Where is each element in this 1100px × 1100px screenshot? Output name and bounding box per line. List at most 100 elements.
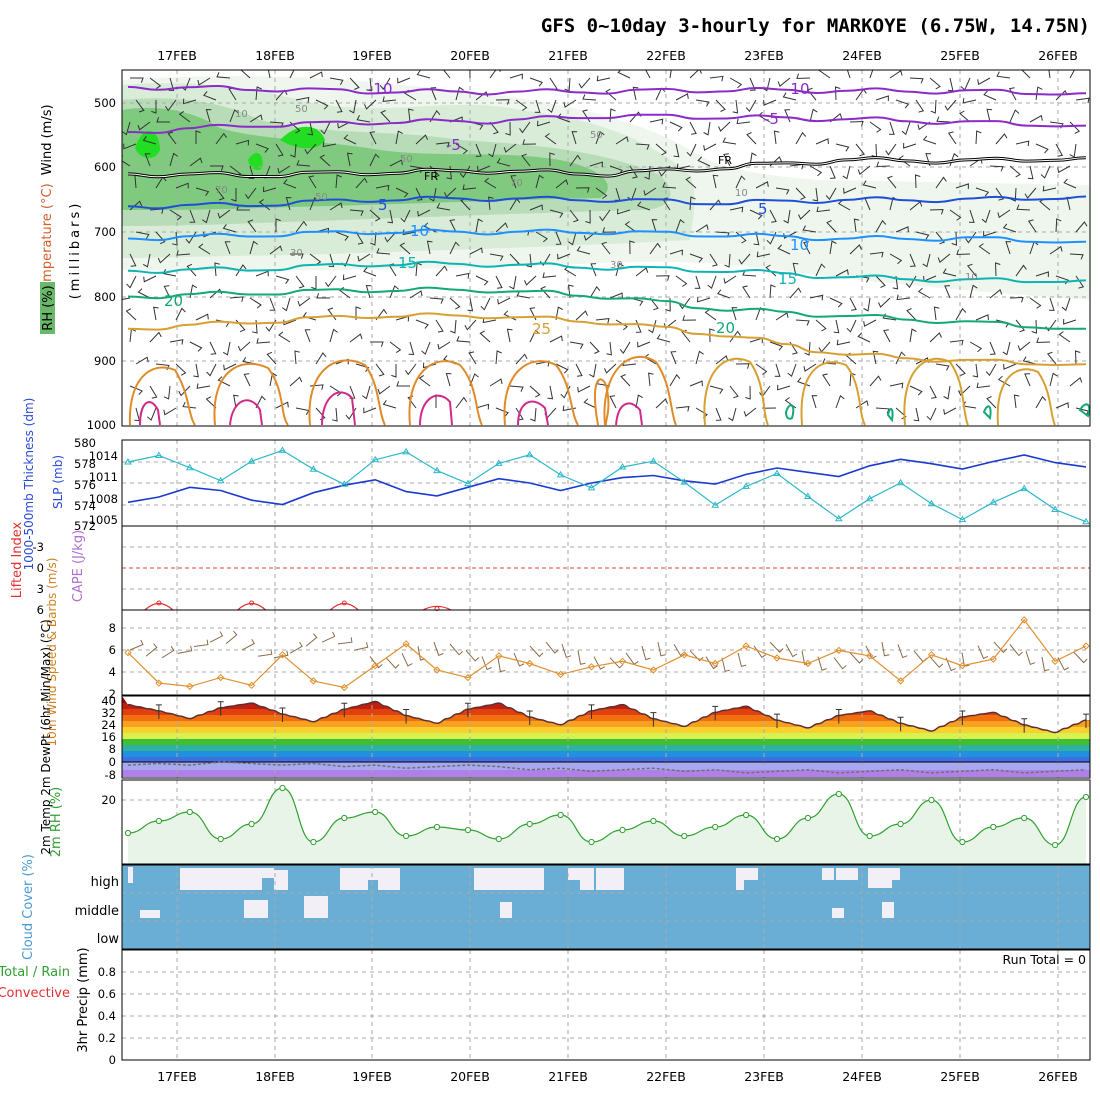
- ylabel-lifted-index: Lifted Index: [10, 521, 25, 598]
- rh-point: [773, 835, 781, 843]
- rh-point: [433, 823, 441, 831]
- wind-barb: [169, 339, 184, 345]
- wind-barb-10m: [1073, 652, 1088, 664]
- svg-text:580: 580: [74, 436, 96, 450]
- wind-barb: [889, 253, 903, 265]
- wind-speed-point: [989, 655, 998, 663]
- lifted-index-point: [249, 600, 255, 606]
- wind-barb: [853, 218, 860, 233]
- wind-barb: [997, 375, 1011, 387]
- wind-barb: [329, 202, 343, 211]
- svg-text:900: 900: [94, 354, 116, 368]
- lifted-index-point: [434, 606, 440, 612]
- wind-barb: [265, 319, 277, 332]
- wind-barb: [818, 341, 831, 353]
- wind-barb: [295, 275, 305, 289]
- wind-barb: [346, 152, 353, 167]
- slp-point: [680, 478, 689, 485]
- wind-barb: [1009, 296, 1024, 303]
- temperature-mask: [122, 697, 1090, 733]
- wind-barb: [875, 95, 889, 102]
- svg-text:1011: 1011: [89, 470, 118, 484]
- wind-barb: [601, 241, 611, 255]
- wind-barb: [883, 329, 891, 343]
- wind-barb: [620, 374, 631, 387]
- wind-speed-point: [773, 654, 781, 662]
- wind-barb: [217, 376, 231, 387]
- wind-barb: [962, 97, 977, 104]
- wind-barb: [370, 231, 377, 246]
- wind-barb: [304, 143, 317, 155]
- wind-barb: [123, 143, 137, 150]
- slp-point: [371, 455, 380, 463]
- wind-barb: [863, 319, 877, 327]
- ylabel-10m-wind: 10m Wind Speed & Barbs (m/s): [45, 558, 59, 747]
- wind-barb: [835, 394, 845, 409]
- wind-barb: [363, 267, 377, 277]
- wind-barb: [255, 395, 266, 409]
- wind-speed-point: [556, 670, 565, 679]
- rh-point: [866, 832, 873, 840]
- wind-barb: [235, 264, 247, 277]
- wind-barb-10m: [337, 637, 353, 645]
- wind-barb: [1013, 394, 1020, 409]
- wind-barb: [1005, 241, 1012, 255]
- wind-barb: [704, 309, 717, 321]
- wind-barb: [577, 385, 591, 393]
- wind-barb: [1015, 319, 1026, 333]
- rh-point: [804, 814, 812, 822]
- wind-barb: [489, 378, 503, 387]
- wind-barb: [237, 341, 251, 352]
- wind-barb-10m: [481, 656, 492, 671]
- wind-barb: [869, 251, 884, 258]
- wind-barb: [1036, 337, 1051, 344]
- wind-barb: [929, 208, 944, 215]
- wind-barb: [435, 319, 444, 333]
- wind-barb: [697, 296, 711, 303]
- wind-barb: [137, 121, 151, 131]
- rh-point: [526, 820, 533, 828]
- wind-barb: [143, 275, 157, 283]
- wind-barb: [126, 275, 137, 289]
- temperature-contour: [127, 286, 1087, 330]
- rh-point: [588, 838, 595, 846]
- slp-point: [1082, 517, 1090, 525]
- ylabel-slp: SLP (mb): [51, 455, 65, 509]
- temperature-contour: [127, 195, 1087, 210]
- wind-barb: [795, 131, 807, 145]
- wind-barb: [555, 363, 569, 374]
- wind-barb: [255, 143, 269, 153]
- wind-barb: [1029, 114, 1043, 123]
- wind-speed-point: [1020, 616, 1028, 624]
- wind-barb: [464, 319, 477, 331]
- wind-barb: [615, 319, 628, 331]
- y-ticks-li: -3 0 3 6: [33, 540, 44, 617]
- temperature-contour: [127, 113, 1087, 134]
- slp-line: [127, 449, 1087, 523]
- minmax-whisker: [835, 709, 842, 724]
- slp-point: [773, 469, 781, 476]
- wind-barb: [986, 396, 997, 409]
- wind-barb: [129, 253, 137, 267]
- wind-barb: [544, 133, 557, 145]
- rh-legend-swatch: [40, 282, 55, 334]
- wind-barb: [787, 363, 797, 378]
- wind-barb: [249, 240, 258, 255]
- wind-barb: [944, 285, 951, 299]
- wind-barb-10m: [785, 644, 798, 658]
- contour-label: FR: [424, 170, 438, 183]
- wind-barb: [195, 187, 210, 196]
- wind-barb: [773, 130, 780, 145]
- wind-barb: [408, 108, 414, 123]
- wind-barb: [749, 209, 763, 220]
- wind-barb: [756, 251, 771, 258]
- wind-barb: [409, 290, 423, 299]
- wind-barb: [915, 99, 925, 113]
- wind-barb: [983, 90, 997, 101]
- wind-barb: [914, 174, 921, 189]
- wind-barb: [563, 99, 577, 108]
- wind-barb: [484, 177, 497, 189]
- wind-barb: [715, 355, 729, 365]
- wind-barb: [233, 394, 239, 409]
- wind-barb: [495, 407, 509, 417]
